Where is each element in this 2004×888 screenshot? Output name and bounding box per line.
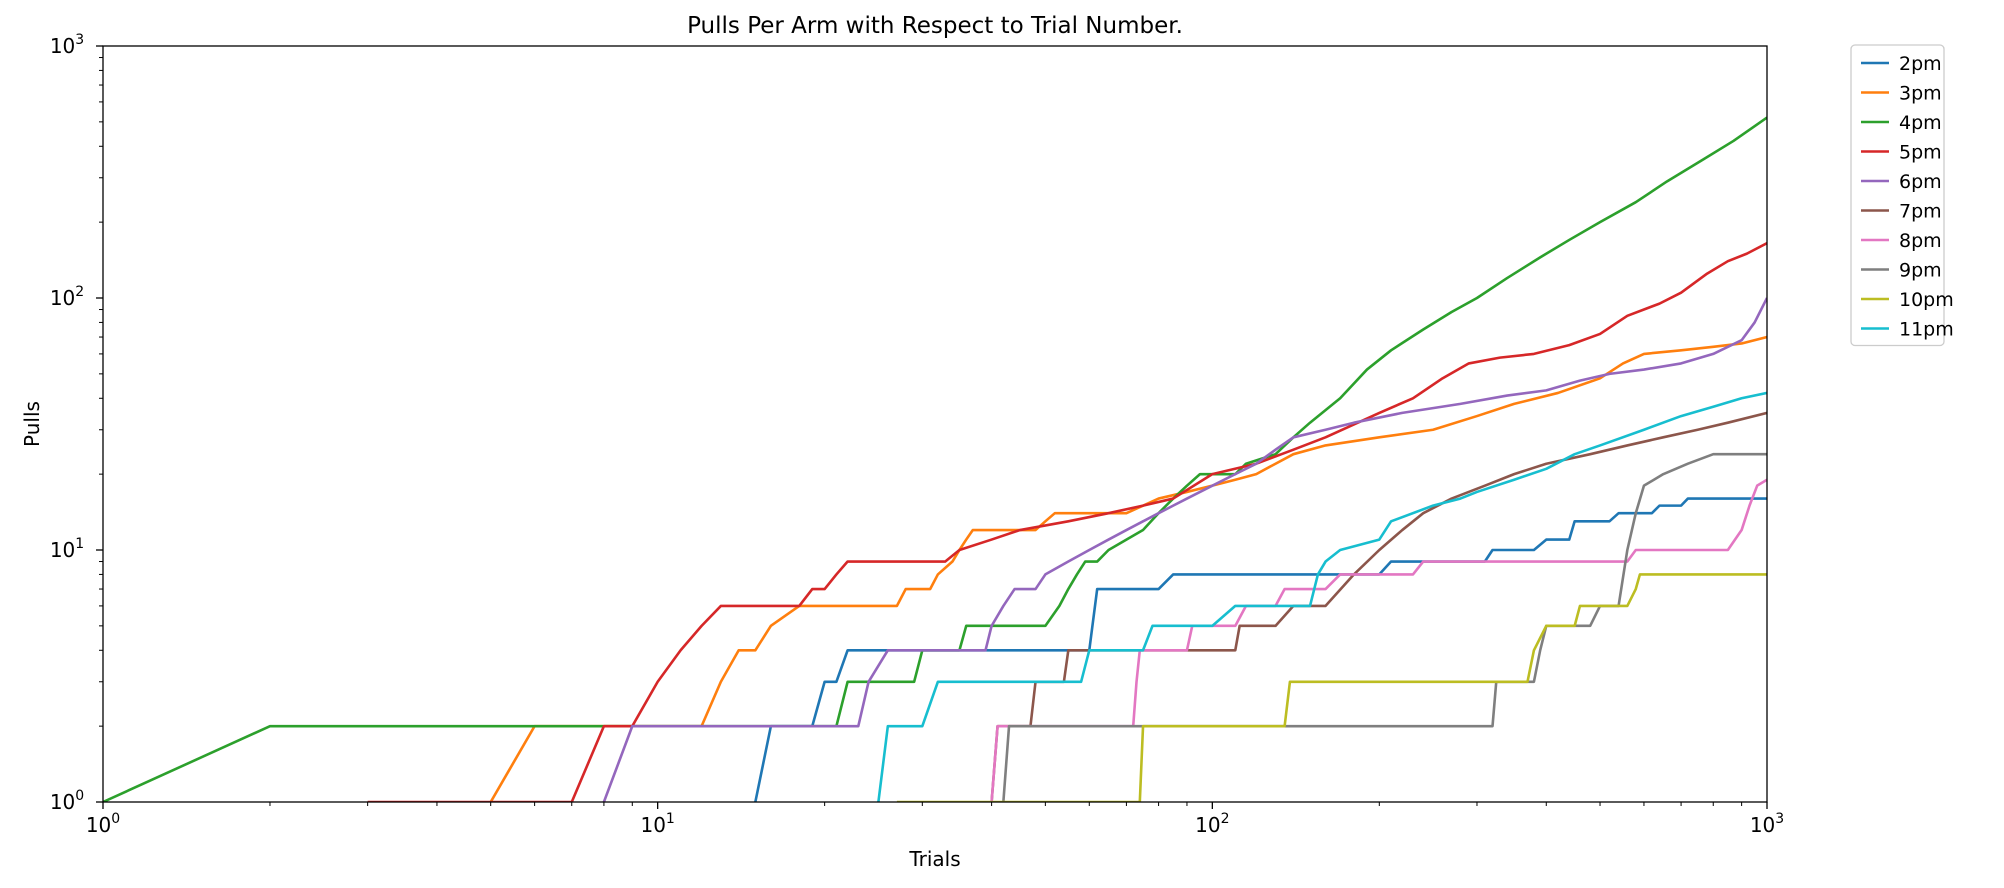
x-axis-label: Trials	[908, 847, 960, 871]
x-tick-label: 103	[1750, 811, 1784, 837]
series-line-11pm	[877, 391, 1767, 802]
x-tick-label: 102	[1195, 811, 1229, 837]
legend-label: 6pm	[1899, 171, 1942, 193]
x-tick-label: 100	[86, 811, 120, 837]
series-line-8pm	[990, 478, 1767, 802]
series-line-4pm	[103, 116, 1767, 802]
legend-label: 3pm	[1899, 83, 1942, 105]
legend-label: 8pm	[1899, 230, 1942, 252]
y-tick-label: 103	[50, 32, 84, 58]
series-layer	[103, 116, 1767, 802]
legend: 2pm 3pm 4pm 5pm 6pm 7pm 8pm 9pm 10pm 11pm	[1850, 44, 1954, 347]
y-axis-label: Pulls	[20, 401, 44, 447]
chart-title: Pulls Per Arm with Respect to Trial Numb…	[687, 13, 1183, 39]
legend-label: 11pm	[1899, 319, 1954, 341]
legend-label: 10pm	[1899, 289, 1954, 311]
y-tick-label: 102	[50, 284, 84, 310]
legend-label: 7pm	[1899, 201, 1942, 223]
plot-frame	[102, 45, 1768, 803]
legend-label: 2pm	[1899, 53, 1942, 75]
series-line-5pm	[367, 242, 1767, 802]
x-axis: 100 101 102 103	[86, 802, 1784, 837]
y-axis: 100 101 102 103	[50, 32, 103, 814]
y-tick-label: 101	[50, 536, 84, 562]
series-line-6pm	[602, 297, 1767, 802]
legend-label: 4pm	[1899, 112, 1942, 134]
series-line-7pm	[990, 411, 1767, 802]
plot-area	[103, 116, 1767, 802]
x-tick-label: 101	[640, 811, 674, 837]
y-tick-label: 100	[50, 788, 84, 814]
legend-label: 5pm	[1899, 142, 1942, 164]
legend-label: 9pm	[1899, 260, 1942, 282]
series-line-10pm	[896, 573, 1767, 802]
